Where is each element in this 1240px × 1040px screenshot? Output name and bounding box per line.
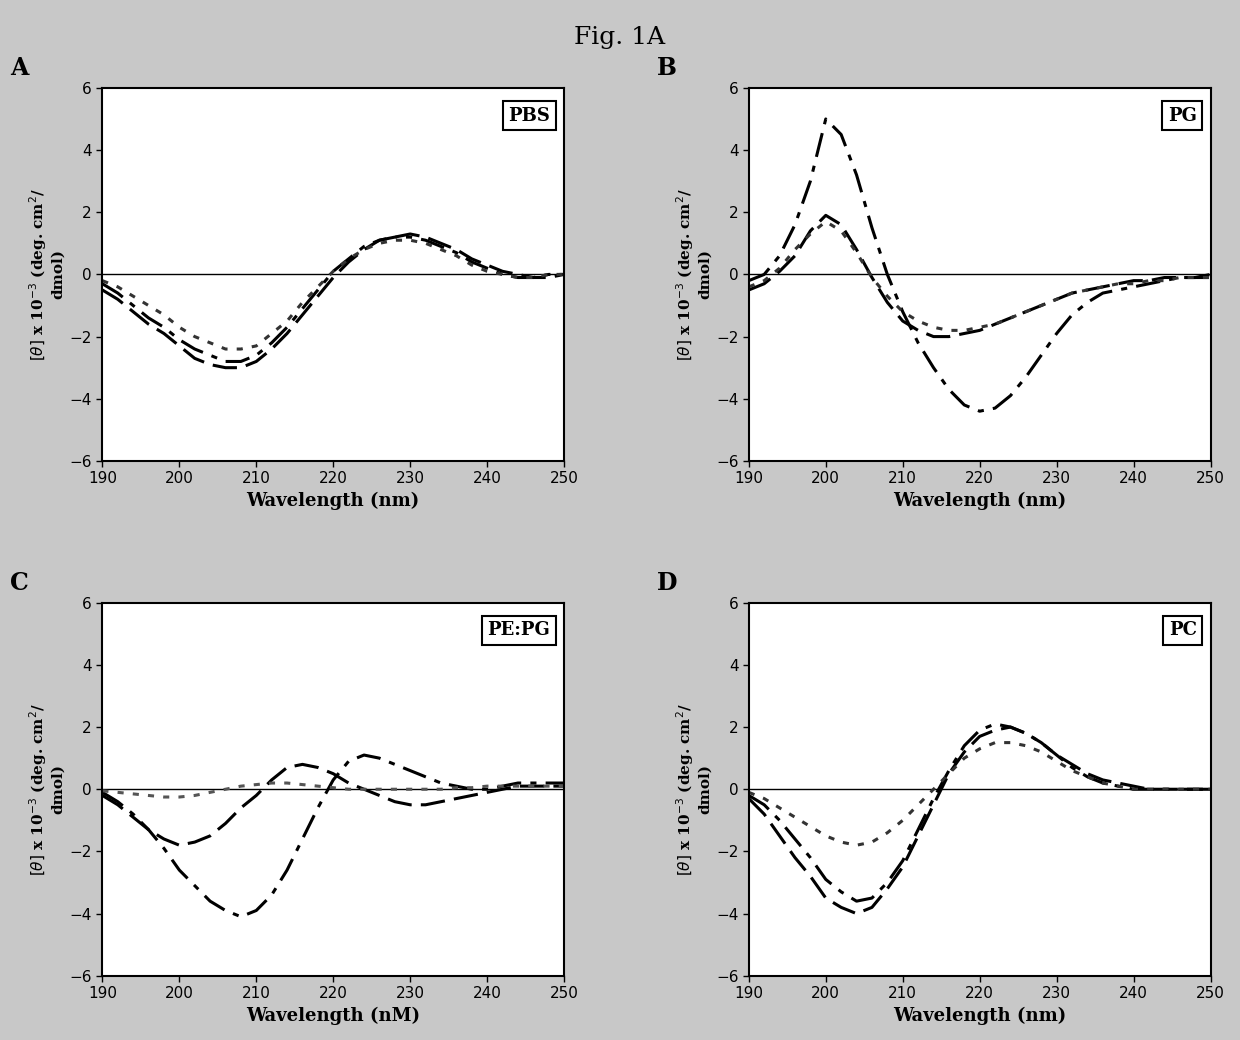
Text: PBS: PBS <box>508 106 551 125</box>
Text: D: D <box>656 571 677 595</box>
X-axis label: Wavelength (nm): Wavelength (nm) <box>893 492 1066 511</box>
Y-axis label: $[\theta]$ x 10$^{-3}$ (deg. cm$^2$/
dmol): $[\theta]$ x 10$^{-3}$ (deg. cm$^2$/ dmo… <box>27 188 66 361</box>
Y-axis label: $[\theta]$ x 10$^{-3}$ (deg. cm$^2$/
dmol): $[\theta]$ x 10$^{-3}$ (deg. cm$^2$/ dmo… <box>673 703 712 876</box>
Y-axis label: $[\theta]$ x 10$^{-3}$ (deg. cm$^2$/
dmol): $[\theta]$ x 10$^{-3}$ (deg. cm$^2$/ dmo… <box>673 188 712 361</box>
X-axis label: Wavelength (nM): Wavelength (nM) <box>247 1007 420 1025</box>
Y-axis label: $[\theta]$ x 10$^{-3}$ (deg. cm$^2$/
dmol): $[\theta]$ x 10$^{-3}$ (deg. cm$^2$/ dmo… <box>27 703 66 876</box>
Text: A: A <box>10 56 29 80</box>
X-axis label: Wavelength (nm): Wavelength (nm) <box>247 492 420 511</box>
X-axis label: Wavelength (nm): Wavelength (nm) <box>893 1007 1066 1025</box>
Text: Fig. 1A: Fig. 1A <box>574 26 666 49</box>
Text: C: C <box>10 571 29 595</box>
Text: B: B <box>656 56 676 80</box>
Text: PC: PC <box>1169 621 1197 640</box>
Text: PG: PG <box>1168 106 1197 125</box>
Text: PE:PG: PE:PG <box>487 621 551 640</box>
